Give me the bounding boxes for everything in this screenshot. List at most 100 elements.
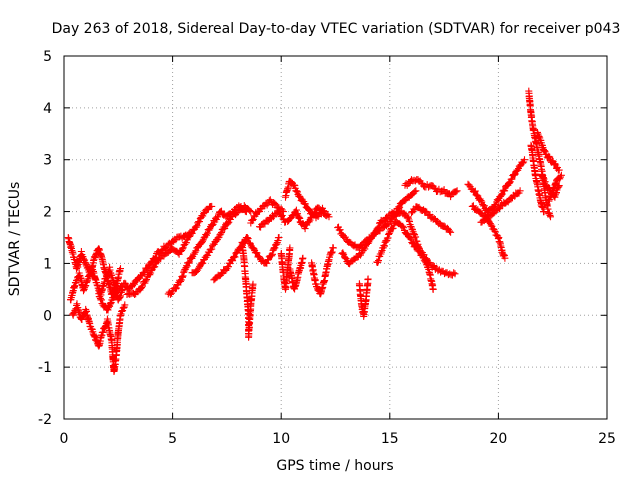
data-point bbox=[112, 289, 120, 297]
data-point bbox=[246, 207, 254, 215]
data-point bbox=[336, 226, 344, 234]
data-point bbox=[359, 247, 367, 255]
data-point bbox=[268, 252, 276, 260]
data-point bbox=[249, 280, 257, 288]
chart-title: Day 263 of 2018, Sidereal Day-to-day VTE… bbox=[52, 21, 621, 37]
data-point bbox=[501, 187, 509, 195]
x-tick-label: 10 bbox=[272, 431, 290, 447]
data-point bbox=[271, 199, 279, 207]
data-point bbox=[172, 284, 180, 292]
data-point bbox=[506, 179, 513, 187]
data-point bbox=[556, 175, 564, 183]
data-point bbox=[399, 222, 407, 230]
data-point bbox=[166, 290, 174, 298]
data-point bbox=[196, 218, 203, 226]
data-point bbox=[321, 208, 329, 216]
data-point bbox=[231, 253, 239, 261]
data-point bbox=[195, 264, 203, 272]
data-point bbox=[516, 187, 524, 195]
data-point bbox=[243, 234, 251, 241]
data-point bbox=[328, 248, 336, 256]
data-point bbox=[138, 284, 146, 291]
data-point bbox=[479, 201, 487, 209]
data-point bbox=[250, 245, 258, 253]
data-point bbox=[385, 230, 393, 237]
data-point bbox=[501, 254, 509, 262]
data-point bbox=[205, 226, 213, 234]
x-tick-labels: 0 5 10 15 20 25 bbox=[60, 431, 616, 447]
data-point bbox=[80, 287, 87, 295]
data-point bbox=[535, 133, 543, 141]
data-point bbox=[487, 221, 495, 229]
plot-frame bbox=[63, 55, 608, 420]
data-point bbox=[278, 212, 286, 219]
data-point bbox=[453, 187, 461, 195]
data-point bbox=[299, 254, 307, 262]
data-point bbox=[246, 239, 254, 247]
data-point bbox=[411, 188, 419, 195]
x-axis-label: GPS time / hours bbox=[276, 458, 393, 474]
data-point bbox=[183, 262, 191, 270]
data-point bbox=[555, 166, 563, 174]
data-point bbox=[82, 282, 90, 290]
data-point bbox=[208, 245, 216, 253]
data-point bbox=[200, 210, 208, 218]
data-point bbox=[286, 215, 293, 223]
data-point bbox=[230, 252, 238, 260]
data-point bbox=[121, 301, 129, 309]
data-point bbox=[371, 228, 379, 236]
data-point bbox=[361, 245, 369, 253]
data-points bbox=[64, 87, 565, 375]
data-point bbox=[366, 236, 374, 244]
data-point bbox=[293, 187, 301, 195]
data-point bbox=[290, 181, 298, 189]
data-point bbox=[389, 224, 397, 232]
data-point bbox=[151, 263, 159, 271]
data-point bbox=[500, 186, 508, 194]
data-point bbox=[320, 207, 328, 215]
data-point bbox=[146, 271, 154, 279]
data-point bbox=[182, 239, 190, 247]
data-point bbox=[465, 181, 473, 189]
data-point bbox=[483, 215, 490, 222]
data-point bbox=[412, 187, 420, 195]
data-point bbox=[93, 281, 101, 289]
data-point bbox=[172, 285, 180, 293]
data-point bbox=[305, 218, 313, 226]
data-point bbox=[187, 254, 195, 262]
data-point bbox=[117, 265, 124, 273]
data-point bbox=[264, 217, 272, 225]
data-point bbox=[496, 205, 503, 213]
data-point bbox=[286, 244, 294, 252]
data-point bbox=[192, 223, 200, 231]
data-point bbox=[208, 202, 216, 210]
data-point bbox=[263, 259, 271, 267]
data-point bbox=[197, 260, 205, 268]
data-point bbox=[364, 275, 372, 283]
data-point bbox=[229, 254, 237, 262]
data-point bbox=[392, 212, 400, 220]
y-tick-label: -2 bbox=[38, 412, 52, 428]
y-tick-label: 2 bbox=[43, 205, 52, 221]
x-tick-label: 5 bbox=[168, 431, 177, 447]
data-point bbox=[469, 202, 477, 210]
data-point bbox=[310, 210, 318, 218]
x-tick-label: 0 bbox=[60, 431, 69, 447]
data-point bbox=[521, 156, 528, 164]
data-point bbox=[274, 237, 282, 245]
y-tick-label: 4 bbox=[43, 101, 52, 117]
data-point bbox=[90, 332, 98, 340]
data-point bbox=[143, 276, 150, 284]
y-tick-label: 3 bbox=[43, 153, 52, 169]
y-tick-labels: -2 -1 0 1 2 3 4 5 bbox=[38, 49, 52, 428]
x-tick-label: 20 bbox=[489, 431, 507, 447]
data-point bbox=[256, 253, 263, 261]
y-tick-label: 5 bbox=[43, 49, 52, 65]
axis-ticks bbox=[63, 55, 608, 420]
data-point bbox=[384, 234, 392, 242]
data-point bbox=[188, 229, 196, 237]
data-point bbox=[301, 200, 309, 208]
data-point bbox=[540, 208, 548, 216]
data-point bbox=[275, 234, 283, 241]
